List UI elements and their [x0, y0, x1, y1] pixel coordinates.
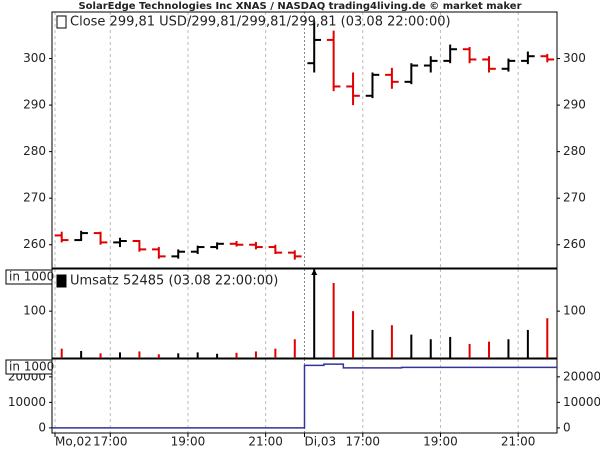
y-tick-label-right: 270 — [563, 191, 586, 205]
y-tick-label-right: 20000 — [563, 369, 600, 383]
y-tick-label-right: 10000 — [563, 395, 600, 409]
x-tick-label: 21:00 — [248, 435, 283, 449]
y-tick-label: 0 — [38, 420, 46, 434]
y-tick-label: 270 — [23, 191, 46, 205]
unit-label-box — [5, 269, 53, 285]
unit-label-box — [5, 359, 53, 375]
legend-swatch — [56, 15, 67, 29]
y-tick-label: 10000 — [8, 395, 46, 409]
panel-frame — [51, 268, 558, 359]
legend-text: Umsatz 52485 (03.08 22:00:00) — [70, 274, 278, 289]
cumulative-line — [52, 363, 557, 429]
legend-swatch — [56, 274, 67, 288]
y-tick-label-right: 100 — [563, 304, 586, 318]
x-tick-label: Di,03 — [305, 435, 337, 449]
y-tick-label: 100 — [23, 304, 46, 318]
y-tick-label-right: 0 — [563, 420, 571, 434]
legend-text: Close 299,81 USD/299,81/299,81/299,81 (0… — [70, 15, 451, 30]
y-tick-label-right: 290 — [563, 98, 586, 112]
y-tick-label: 260 — [23, 237, 46, 251]
x-tick-label: 21:00 — [501, 435, 536, 449]
y-tick-label: 290 — [23, 98, 46, 112]
y-tick-label-right: 260 — [563, 237, 586, 251]
overflow-arrow — [311, 269, 318, 275]
panel-frame — [51, 11, 558, 269]
x-tick-label: 17:00 — [345, 435, 380, 449]
x-tick-label: Mo,02 — [55, 435, 92, 449]
y-tick-label-right: 300 — [563, 51, 586, 65]
y-tick-label-right: 280 — [563, 144, 586, 158]
x-tick-label: 19:00 — [171, 435, 206, 449]
y-tick-label: 280 — [23, 144, 46, 158]
x-tick-label: 19:00 — [423, 435, 458, 449]
x-tick-label: 17:00 — [93, 435, 128, 449]
chart-title: SolarEdge Technologies Inc XNAS / NASDAQ… — [78, 1, 521, 12]
unit-label: in 1000 — [9, 270, 54, 284]
y-tick-label: 300 — [23, 51, 46, 65]
unit-label: in 1000 — [9, 360, 54, 374]
